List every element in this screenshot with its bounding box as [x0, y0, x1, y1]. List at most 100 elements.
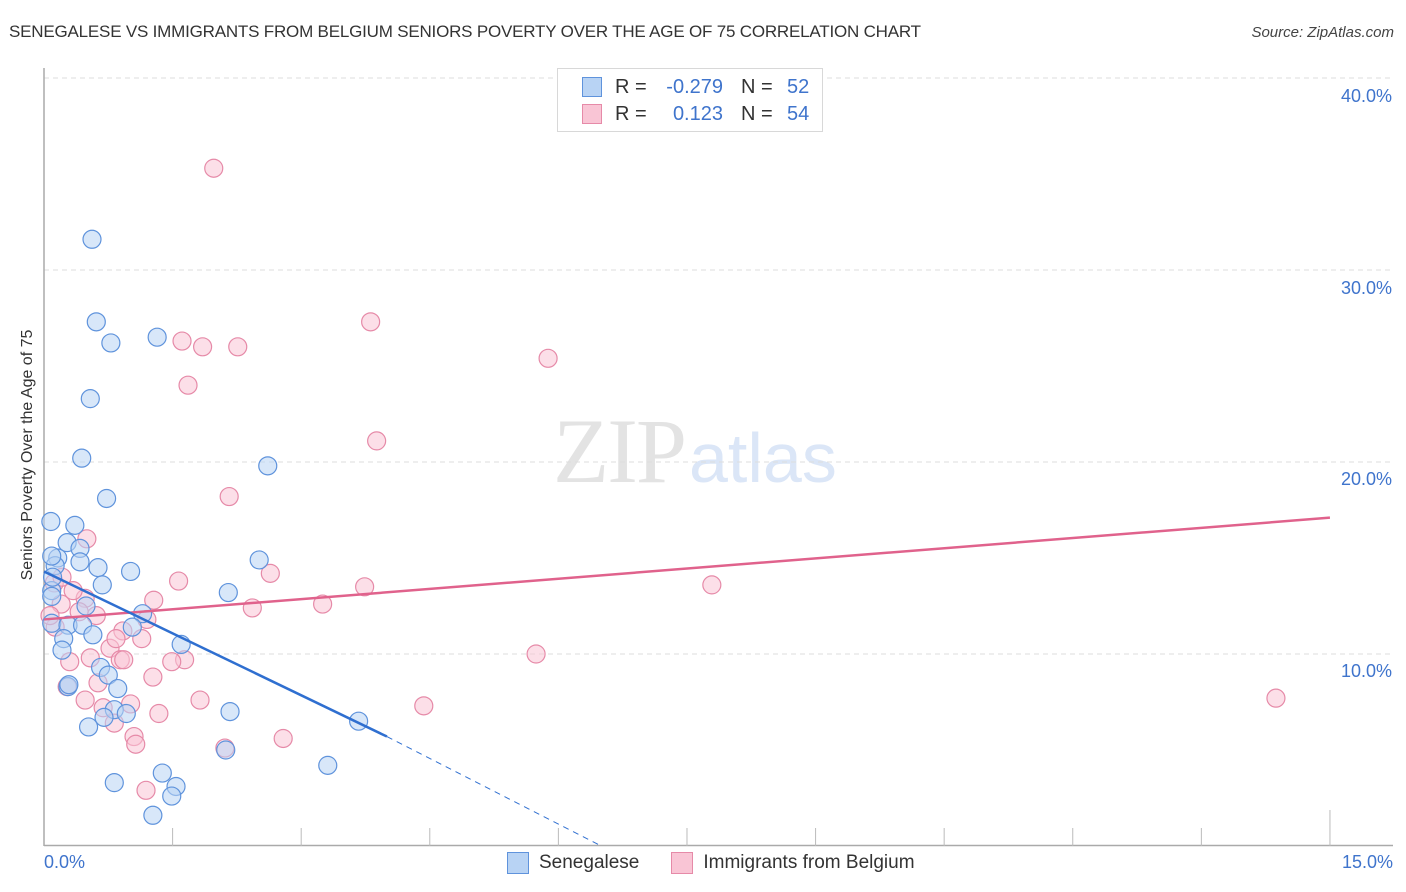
series-legend: Senegalese Immigrants from Belgium — [507, 852, 947, 874]
data-point — [219, 486, 239, 507]
data-point — [80, 389, 100, 409]
data-point — [162, 652, 182, 672]
data-point — [143, 667, 163, 687]
data-point — [218, 582, 238, 603]
data-point — [538, 348, 558, 368]
n-label: N = — [741, 102, 773, 125]
data-point — [258, 456, 278, 476]
y-tick-10: 10.0% — [1340, 661, 1392, 681]
r-value: 0.123 — [672, 102, 723, 125]
data-point — [228, 337, 248, 357]
data-point — [65, 515, 85, 535]
data-point — [96, 488, 117, 509]
data-point — [702, 575, 722, 595]
n-value: 52 — [787, 75, 810, 98]
data-point — [114, 650, 134, 670]
data-point — [204, 158, 224, 178]
data-point — [249, 550, 269, 570]
senegalese-swatch-icon — [582, 77, 602, 97]
data-point — [367, 431, 387, 451]
data-point — [108, 678, 128, 699]
axes — [43, 68, 1393, 847]
x-tick-min: 0.0% — [44, 852, 86, 872]
data-point — [88, 557, 108, 578]
data-point — [144, 590, 164, 610]
data-point — [172, 331, 192, 351]
legend-row-senegalese: R = -0.279 N = 52 — [582, 75, 809, 99]
y-tick-20: 20.0% — [1340, 469, 1392, 489]
data-point — [78, 717, 99, 737]
data-point — [526, 644, 546, 664]
data-point — [149, 703, 169, 724]
data-point — [414, 696, 434, 716]
senegalese-swatch-icon — [507, 852, 529, 874]
data-point — [101, 333, 121, 353]
gridlines — [44, 77, 1393, 655]
data-point — [147, 327, 167, 347]
data-point — [116, 703, 136, 724]
data-point — [72, 448, 92, 468]
legend-row-belgium: R = 0.123 N = 54 — [582, 102, 809, 126]
data-point — [52, 640, 72, 660]
data-point — [152, 763, 172, 783]
data-point — [1266, 688, 1286, 708]
senegalese-trendline-extension — [386, 736, 602, 847]
legend-label: Senegalese — [539, 852, 640, 873]
data-point — [273, 728, 293, 749]
belgium-swatch-icon — [582, 104, 602, 124]
senegalese-trendline — [43, 570, 388, 738]
data-point — [92, 575, 112, 595]
r-label: R = — [615, 75, 647, 98]
chart-title: SENEGALESE VS IMMIGRANTS FROM BELGIUM SE… — [9, 22, 921, 41]
data-point — [162, 786, 182, 806]
data-point — [136, 780, 156, 800]
legend-label: Immigrants from Belgium — [703, 852, 915, 873]
data-point — [42, 546, 62, 566]
data-point — [76, 596, 96, 616]
y-axis-label: Seniors Poverty Over the Age of 75 — [19, 329, 36, 581]
legend-item-belgium[interactable]: Immigrants from Belgium — [671, 852, 915, 874]
data-point — [220, 701, 240, 722]
data-point — [94, 707, 114, 727]
data-point — [318, 755, 338, 775]
correlation-legend: R = -0.279 N = 52 R = 0.123 N = 54 — [557, 68, 823, 132]
data-point — [355, 577, 375, 597]
r-value: -0.279 — [666, 75, 723, 98]
data-point — [193, 337, 213, 357]
data-point — [120, 561, 141, 582]
n-label: N = — [741, 75, 773, 98]
zipatlas-watermark: ZIPatlas — [553, 405, 837, 497]
trendlines — [43, 516, 1331, 847]
data-point — [216, 740, 236, 760]
data-point — [83, 625, 103, 645]
data-point — [75, 690, 95, 710]
r-label: R = — [615, 102, 647, 125]
data-point — [86, 312, 106, 332]
data-point — [82, 229, 102, 249]
watermark-atlas: atlas — [689, 419, 837, 497]
data-point — [143, 805, 163, 825]
watermark-zip: ZIP — [553, 400, 687, 502]
data-point — [361, 312, 381, 332]
data-point — [178, 375, 198, 395]
data-point — [126, 734, 146, 754]
data-point — [168, 571, 189, 591]
legend-item-senegalese[interactable]: Senegalese — [507, 852, 639, 874]
data-point — [104, 773, 124, 793]
data-point — [42, 567, 63, 587]
senegalese-points — [41, 229, 369, 825]
data-point — [41, 511, 61, 532]
belgium-swatch-icon — [671, 852, 694, 874]
data-point — [122, 617, 142, 637]
data-point — [313, 594, 333, 614]
data-point — [98, 665, 118, 685]
data-point — [260, 563, 280, 583]
data-point — [190, 690, 210, 710]
data-point — [42, 613, 62, 633]
data-point — [42, 586, 62, 607]
n-value: 54 — [787, 102, 810, 125]
y-tick-40: 40.0% — [1340, 86, 1392, 106]
belgium-trendline — [43, 516, 1331, 621]
data-point — [70, 552, 90, 572]
